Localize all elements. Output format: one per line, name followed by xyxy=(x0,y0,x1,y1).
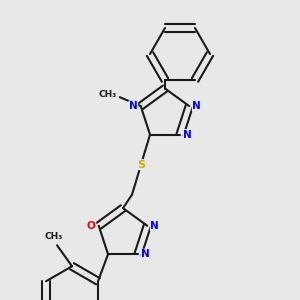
Text: N: N xyxy=(141,249,150,259)
Text: CH₃: CH₃ xyxy=(45,232,63,241)
Text: CH₃: CH₃ xyxy=(99,90,117,99)
Text: O: O xyxy=(87,221,96,231)
Text: N: N xyxy=(129,101,138,111)
Text: N: N xyxy=(183,130,192,140)
Text: N: N xyxy=(150,221,159,231)
Text: S: S xyxy=(137,160,145,170)
Text: N: N xyxy=(192,101,201,111)
